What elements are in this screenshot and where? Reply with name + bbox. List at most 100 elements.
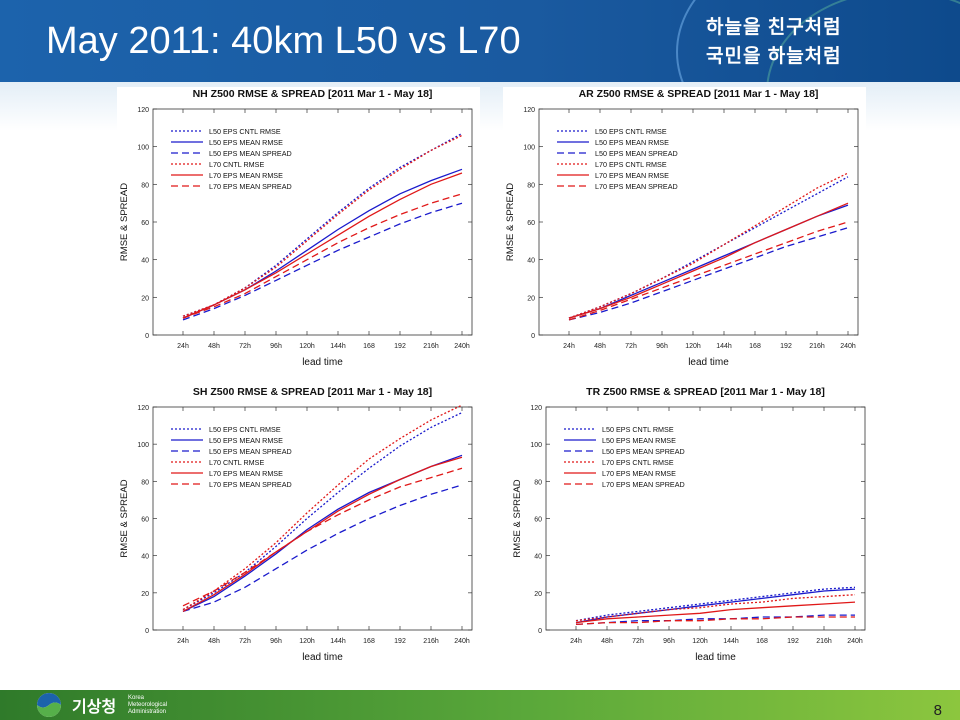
x-tick-label: 96h bbox=[656, 343, 668, 350]
y-tick-label: 40 bbox=[141, 554, 149, 561]
series-line bbox=[575, 588, 856, 624]
series-line bbox=[182, 134, 463, 317]
x-tick-label: 144h bbox=[723, 638, 739, 645]
x-tick-label: 24h bbox=[563, 343, 575, 350]
x-tick-label: 24h bbox=[177, 343, 189, 350]
legend-label: L50 EPS CNTL RMSE bbox=[209, 425, 281, 434]
y-tick-label: 100 bbox=[137, 145, 149, 152]
y-tick-label: 20 bbox=[141, 591, 149, 598]
y-tick-label: 120 bbox=[137, 107, 149, 114]
x-axis-label: lead time bbox=[688, 357, 729, 368]
y-tick-label: 80 bbox=[141, 182, 149, 189]
chart-panel-nh: NH Z500 RMSE & SPREAD [2011 Mar 1 - May … bbox=[117, 87, 480, 375]
x-axis-label: lead time bbox=[302, 652, 343, 663]
y-axis-label: RMSE & SPREAD bbox=[512, 479, 523, 557]
series-line bbox=[182, 456, 463, 612]
series-line bbox=[568, 227, 849, 321]
chart-title: SH Z500 RMSE & SPREAD [2011 Mar 1 - May … bbox=[193, 386, 432, 398]
legend-label: L50 EPS MEAN SPREAD bbox=[595, 149, 678, 158]
series-line bbox=[182, 412, 463, 611]
legend-label: L50 EPS MEAN RMSE bbox=[602, 436, 676, 445]
x-tick-label: 120h bbox=[692, 638, 708, 645]
series-line bbox=[568, 202, 849, 319]
x-tick-label: 240h bbox=[840, 343, 856, 350]
series-line bbox=[182, 193, 463, 319]
chart-panel-tr: TR Z500 RMSE & SPREAD [2011 Mar 1 - May … bbox=[510, 385, 873, 670]
x-tick-label: 168 bbox=[363, 343, 375, 350]
y-tick-label: 60 bbox=[534, 517, 542, 524]
x-tick-label: 168 bbox=[756, 638, 768, 645]
chart-nh: NH Z500 RMSE & SPREAD [2011 Mar 1 - May … bbox=[119, 88, 473, 368]
chart-title: NH Z500 RMSE & SPREAD [2011 Mar 1 - May … bbox=[193, 88, 433, 100]
series-line bbox=[575, 614, 855, 626]
x-tick-label: 192 bbox=[394, 638, 406, 645]
series-line bbox=[182, 168, 463, 319]
x-tick-label: 48h bbox=[601, 638, 613, 645]
y-axis-label: RMSE & SPREAD bbox=[505, 183, 516, 261]
decorative-swirl bbox=[676, 0, 960, 82]
legend-label: L70 EPS MEAN SPREAD bbox=[595, 182, 678, 191]
y-axis-label: RMSE & SPREAD bbox=[119, 479, 130, 557]
x-tick-label: 144h bbox=[330, 638, 346, 645]
series-line bbox=[568, 204, 849, 319]
y-tick-label: 60 bbox=[141, 220, 149, 227]
y-tick-label: 20 bbox=[527, 295, 535, 302]
logo-subtext: Korea Meteorological Administration bbox=[128, 695, 168, 715]
slide-title: May 2011: 40km L50 vs L70 bbox=[46, 20, 521, 62]
x-tick-label: 72h bbox=[632, 638, 644, 645]
y-tick-label: 120 bbox=[530, 405, 542, 412]
x-tick-label: 48h bbox=[594, 343, 606, 350]
chart-title: AR Z500 RMSE & SPREAD [2011 Mar 1 - May … bbox=[579, 88, 819, 100]
y-tick-label: 60 bbox=[527, 220, 535, 227]
chart-sh: SH Z500 RMSE & SPREAD [2011 Mar 1 - May … bbox=[119, 386, 473, 663]
x-tick-label: 72h bbox=[625, 343, 637, 350]
x-tick-label: 240h bbox=[847, 638, 863, 645]
x-tick-label: 240h bbox=[454, 638, 470, 645]
legend-label: L50 EPS MEAN RMSE bbox=[595, 138, 669, 147]
x-tick-label: 96h bbox=[663, 638, 675, 645]
x-tick-label: 192 bbox=[780, 343, 792, 350]
y-tick-label: 80 bbox=[534, 479, 542, 486]
x-tick-label: 240h bbox=[454, 343, 470, 350]
legend-label: L70 EPS CNTL RMSE bbox=[602, 458, 674, 467]
series-line bbox=[568, 176, 849, 319]
x-tick-label: 144h bbox=[716, 343, 732, 350]
y-tick-label: 100 bbox=[137, 442, 149, 449]
series-line bbox=[182, 202, 463, 321]
x-tick-label: 48h bbox=[208, 638, 220, 645]
y-tick-label: 20 bbox=[534, 591, 542, 598]
chart-tr: TR Z500 RMSE & SPREAD [2011 Mar 1 - May … bbox=[512, 386, 866, 663]
legend-label: L70 EPS MEAN SPREAD bbox=[209, 480, 292, 489]
y-tick-label: 120 bbox=[137, 405, 149, 412]
legend-label: L70 CNTL RMSE bbox=[209, 160, 264, 169]
kma-logo-icon bbox=[37, 693, 61, 717]
series-line bbox=[575, 594, 856, 622]
series-line bbox=[182, 484, 463, 613]
x-tick-label: 192 bbox=[394, 343, 406, 350]
x-tick-label: 216h bbox=[809, 343, 825, 350]
x-tick-label: 96h bbox=[270, 343, 282, 350]
chart-panel-sh: SH Z500 RMSE & SPREAD [2011 Mar 1 - May … bbox=[117, 385, 480, 670]
series-line bbox=[182, 467, 463, 607]
y-tick-label: 0 bbox=[145, 333, 149, 340]
series-line bbox=[575, 616, 855, 626]
legend-label: L50 EPS MEAN RMSE bbox=[209, 138, 283, 147]
x-tick-label: 216h bbox=[423, 343, 439, 350]
page-number: 8 bbox=[933, 702, 942, 719]
x-tick-label: 168 bbox=[363, 638, 375, 645]
x-tick-label: 216h bbox=[423, 638, 439, 645]
plot-frame bbox=[538, 108, 859, 336]
chart-title: TR Z500 RMSE & SPREAD [2011 Mar 1 - May … bbox=[586, 386, 825, 398]
plot-frame bbox=[152, 108, 473, 336]
slogan-line-1: 하늘을 친구처럼 bbox=[706, 17, 842, 38]
x-tick-label: 24h bbox=[177, 638, 189, 645]
x-tick-label: 48h bbox=[208, 343, 220, 350]
y-tick-label: 120 bbox=[523, 107, 535, 114]
x-tick-label: 120h bbox=[299, 343, 315, 350]
legend-label: L70 EPS CNTL RMSE bbox=[595, 160, 667, 169]
legend-label: L70 CNTL RMSE bbox=[209, 458, 264, 467]
slogan-line-2: 국민을 하늘처럼 bbox=[706, 46, 842, 67]
legend-label: L50 EPS CNTL RMSE bbox=[602, 425, 674, 434]
slide-header: May 2011: 40km L50 vs L70 하늘을 친구처럼 국민을 하… bbox=[0, 0, 960, 82]
series-line bbox=[568, 221, 849, 321]
